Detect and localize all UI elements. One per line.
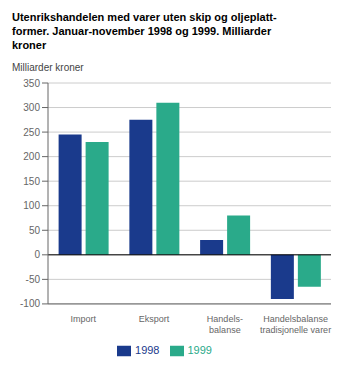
html-text:Milliarder kroner: Milliarder kroner — [12, 62, 84, 73]
svg-text:-50: -50 — [26, 274, 41, 285]
html-text:former. Januar-november 1998 o: former. Januar-november 1998 og 1999. Mi… — [12, 25, 272, 37]
svg-text:350: 350 — [23, 78, 40, 89]
svg-text:Eksport: Eksport — [139, 314, 170, 324]
svg-text:150: 150 — [23, 176, 40, 187]
svg-text:0: 0 — [34, 249, 40, 260]
html-text:Utenrikshandelen med varer ute: Utenrikshandelen med varer uten skip og … — [12, 11, 277, 23]
html-text:1998: 1998 — [135, 343, 160, 356]
svg-text:300: 300 — [23, 102, 40, 113]
html-text:kroner: kroner — [12, 39, 47, 51]
svg-text:Import: Import — [71, 314, 97, 324]
svg-text:50: 50 — [29, 225, 41, 236]
svg-text:Handelsbalansetradisjonelle va: Handelsbalansetradisjonelle varer — [260, 314, 331, 335]
svg-text:100: 100 — [23, 200, 40, 211]
html-text:1999: 1999 — [187, 343, 212, 356]
svg-text:-100: -100 — [20, 298, 40, 309]
svg-text:250: 250 — [23, 127, 40, 138]
svg-text:Handels-balanse: Handels-balanse — [207, 314, 243, 335]
svg-text:200: 200 — [23, 151, 40, 162]
